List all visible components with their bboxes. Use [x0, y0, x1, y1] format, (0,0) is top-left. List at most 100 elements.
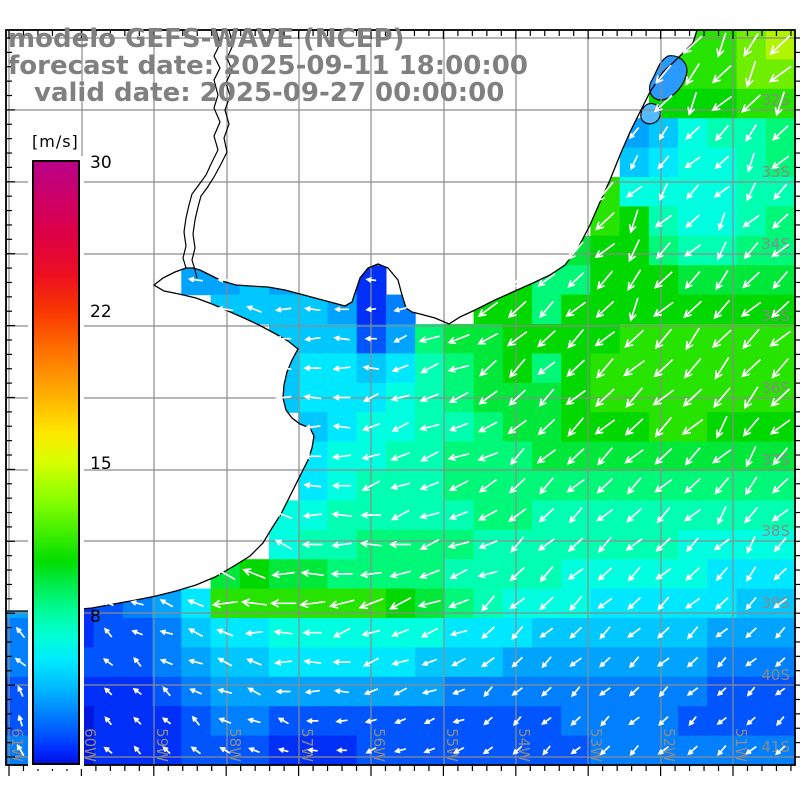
wind-arrow	[599, 656, 611, 668]
lon-label: 54W	[515, 728, 533, 762]
wind-arrows	[14, 32, 792, 757]
wind-arrow	[477, 451, 499, 462]
wind-arrow	[391, 364, 409, 373]
wind-arrow	[246, 658, 262, 666]
wind-arrow	[361, 453, 381, 461]
wind-arrow	[131, 629, 143, 636]
wind-arrow	[275, 688, 291, 695]
frame-rect	[5, 29, 796, 766]
wind-arrow	[274, 364, 292, 371]
wind-arrow	[421, 658, 438, 666]
wind-arrow	[477, 570, 498, 579]
wind-arrow	[447, 541, 470, 550]
wind-arrow	[686, 656, 699, 668]
wind-arrow	[599, 687, 611, 696]
wind-arrow	[537, 330, 556, 348]
wind-arrow	[714, 155, 729, 170]
wind-arrow	[328, 599, 355, 609]
wind-arrow	[776, 716, 785, 727]
wind-arrow	[654, 214, 672, 228]
wind-arrow	[627, 627, 641, 638]
wind-arrow	[745, 476, 758, 496]
wind-arrow	[769, 330, 791, 347]
wind-arrow	[771, 508, 789, 522]
wind-arrow	[685, 214, 700, 229]
wind-arrow	[217, 688, 233, 694]
lon-label: 55W	[443, 728, 461, 762]
lon-label: 57W	[298, 728, 316, 762]
wind-arrow	[420, 627, 438, 638]
wind-arrow	[133, 745, 141, 755]
wind-arrow	[567, 329, 584, 349]
wind-arrow	[542, 745, 551, 756]
wind-arrow	[538, 508, 555, 523]
wind-arrow	[219, 747, 231, 754]
wind-arrow	[682, 388, 703, 407]
wind-arrow	[393, 687, 407, 696]
wind-arrow	[658, 183, 668, 201]
wind-arrow	[598, 536, 612, 553]
wind-arrow	[423, 747, 436, 754]
lon-label: 51W	[732, 728, 750, 762]
wind-arrow	[332, 627, 351, 638]
lat-label: 40S	[761, 666, 790, 684]
wind-arrow	[654, 416, 672, 438]
wind-arrow	[541, 656, 552, 669]
wind-arrow	[418, 569, 440, 579]
lat-label: 41S	[761, 738, 790, 756]
wind-arrow	[683, 244, 701, 257]
wind-arrow	[745, 445, 757, 468]
wind-arrow	[188, 628, 203, 637]
wind-arrow	[423, 717, 435, 725]
wind-arrow	[685, 327, 700, 351]
wind-arrow	[717, 241, 727, 261]
wind-arrow	[624, 329, 644, 349]
wind-arrow	[477, 301, 499, 317]
wind-arrow	[302, 629, 323, 636]
wind-arrow	[302, 512, 323, 519]
wind-arrow	[629, 656, 640, 669]
map-frame	[5, 29, 796, 766]
wind-arrow	[717, 212, 726, 231]
wind-arrow	[303, 365, 322, 372]
wind-arrow	[104, 627, 113, 638]
wind-arrow	[770, 388, 790, 407]
wind-arrow	[508, 389, 526, 406]
wind-arrow	[361, 423, 380, 432]
wind-arrow	[623, 360, 645, 377]
wind-arrow	[14, 657, 26, 667]
lat-label: 34S	[761, 235, 790, 253]
wind-arrow	[771, 213, 789, 230]
wind-arrow	[162, 746, 171, 755]
wind-arrow	[191, 715, 200, 726]
wind-arrow	[655, 64, 672, 85]
wind-arrow	[104, 716, 112, 726]
wind-arrow	[714, 597, 729, 610]
wind-arrow	[15, 626, 25, 638]
wind-arrow	[477, 332, 499, 345]
wind-arrow	[452, 718, 465, 724]
wind-arrow	[187, 276, 204, 283]
wind-arrow	[273, 629, 293, 636]
wind-arrow	[774, 687, 786, 696]
wind-arrow	[571, 686, 581, 698]
wind-arrow	[161, 717, 171, 725]
wind-arrow	[626, 477, 642, 495]
wind-arrow	[447, 334, 470, 345]
wind-arrow	[629, 745, 639, 756]
wind-arrow	[657, 746, 669, 755]
wind-arrow	[538, 388, 555, 407]
wind-arrow	[624, 449, 644, 464]
wind-arrow	[448, 422, 469, 432]
wind-arrow	[711, 329, 732, 349]
river	[191, 30, 234, 279]
wind-arrow	[362, 393, 379, 402]
wind-arrow	[362, 364, 380, 371]
wind-arrow	[274, 659, 293, 666]
colorbar: [m/s] 30 22 15 8	[32, 132, 112, 765]
wind-arrow	[299, 599, 326, 609]
wind-arrow	[683, 358, 702, 379]
map-inner: 61W 60W 59W 58W 57W 56W 55W 54W 53W 52W 51W32S33S3…	[6, 30, 795, 765]
wind-arrow	[685, 567, 700, 581]
wind-arrow	[773, 537, 787, 553]
